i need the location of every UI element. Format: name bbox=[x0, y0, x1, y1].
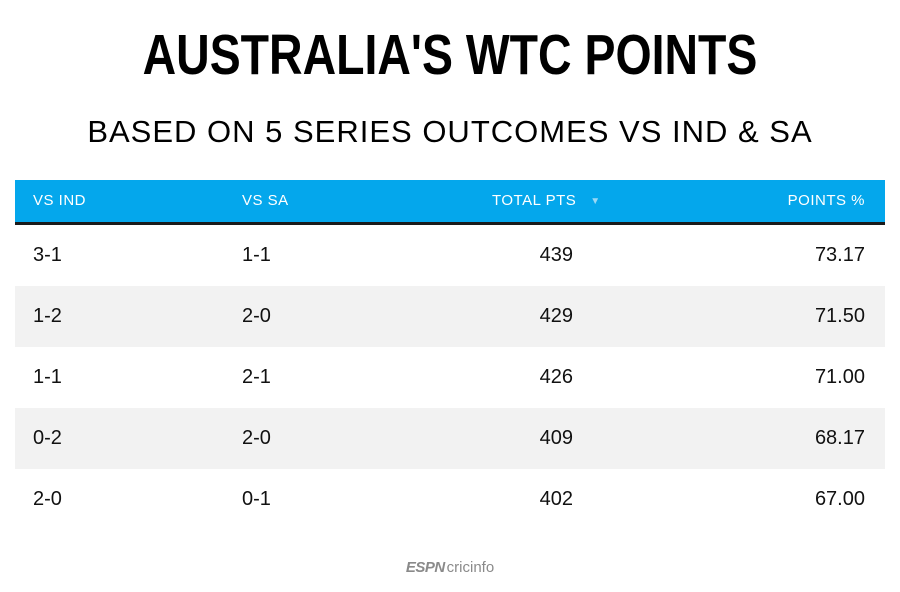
column-header-vs-sa[interactable]: VS SA bbox=[242, 192, 289, 209]
logo-espn-text: ESPN bbox=[405, 559, 445, 576]
cell-total-pts: 429 bbox=[539, 305, 573, 327]
cell-total-pts: 426 bbox=[539, 366, 573, 388]
table-row: 3-1 1-1 439 73.17 bbox=[15, 225, 885, 286]
table-row: 2-0 0-1 402 67.00 bbox=[15, 469, 885, 530]
cell-points-pct: 67.00 bbox=[814, 488, 865, 510]
column-header-total-pts-label: TOTAL PTS bbox=[492, 192, 577, 209]
column-header-vs-ind[interactable]: VS IND bbox=[33, 192, 87, 209]
column-header-total-pts[interactable]: TOTAL PTS ▼ bbox=[492, 180, 601, 223]
cell-vs-sa: 2-0 bbox=[242, 427, 271, 449]
cell-total-pts: 402 bbox=[539, 488, 573, 510]
cell-points-pct: 71.50 bbox=[814, 305, 865, 327]
cell-points-pct: 71.00 bbox=[814, 366, 865, 388]
table-body: 3-1 1-1 439 73.17 1-2 2-0 429 71.50 1-1 2-1 426 71.… bbox=[15, 225, 885, 530]
page-title: AUSTRALIA'S WTC POINTS bbox=[142, 23, 758, 87]
cell-vs-sa: 0-1 bbox=[242, 488, 271, 510]
cell-vs-sa: 2-0 bbox=[242, 305, 271, 327]
espncricinfo-logo: ESPN cricinfo bbox=[0, 559, 900, 576]
cell-vs-ind: 1-2 bbox=[33, 305, 62, 327]
table-row: 1-2 2-0 429 71.50 bbox=[15, 286, 885, 347]
sort-desc-icon[interactable]: ▼ bbox=[590, 196, 601, 207]
table-row: 1-1 2-1 426 71.00 bbox=[15, 347, 885, 408]
cell-points-pct: 68.17 bbox=[814, 427, 865, 449]
cell-points-pct: 73.17 bbox=[814, 244, 865, 266]
table-row: 0-2 2-0 409 68.17 bbox=[15, 408, 885, 469]
cell-total-pts: 439 bbox=[539, 244, 573, 266]
cell-total-pts: 409 bbox=[539, 427, 573, 449]
cell-vs-ind: 0-2 bbox=[33, 427, 62, 449]
table-header: VS IND VS SA TOTAL PTS ▼ POINTS % bbox=[15, 180, 885, 225]
points-table: VS IND VS SA TOTAL PTS ▼ POINTS % 3-1 1-1 4… bbox=[15, 180, 885, 530]
page-subtitle: BASED ON 5 SERIES OUTCOMES VS IND & SA bbox=[87, 114, 813, 149]
column-header-points-pct[interactable]: POINTS % bbox=[787, 192, 865, 209]
cell-vs-ind: 1-1 bbox=[33, 366, 62, 388]
cell-vs-sa: 2-1 bbox=[242, 366, 271, 388]
cell-vs-sa: 1-1 bbox=[242, 244, 271, 266]
cell-vs-ind: 2-0 bbox=[33, 488, 62, 510]
logo-cricinfo-text: cricinfo bbox=[446, 559, 495, 576]
cell-vs-ind: 3-1 bbox=[33, 244, 62, 266]
